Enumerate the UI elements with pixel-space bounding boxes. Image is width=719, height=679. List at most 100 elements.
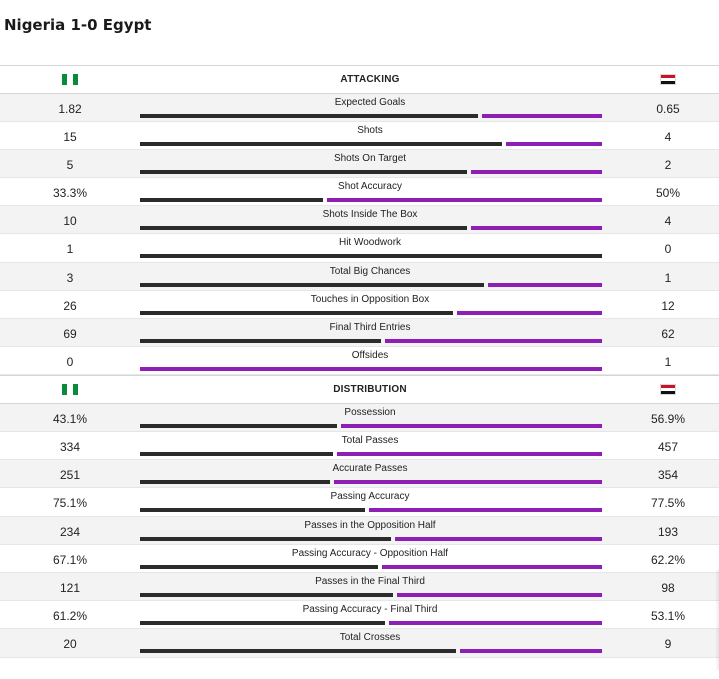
stat-label: Total Crosses bbox=[339, 632, 401, 644]
home-bar bbox=[140, 452, 334, 457]
away-bar bbox=[140, 367, 602, 372]
home-value: 251 bbox=[59, 468, 81, 483]
home-value: 3 bbox=[66, 270, 74, 285]
away-bar bbox=[394, 536, 602, 541]
home-value: 0 bbox=[66, 355, 74, 370]
stat-label: Shot Accuracy bbox=[338, 181, 402, 193]
away-value: 2 bbox=[664, 157, 672, 172]
away-value: 9 bbox=[664, 637, 672, 652]
away-value: 98 bbox=[661, 581, 675, 595]
home-bar bbox=[140, 310, 454, 315]
stat-row: 75.1% Passing Accuracy 77.5% bbox=[0, 488, 719, 517]
home-bar bbox=[140, 198, 324, 203]
stat-label: Offsides bbox=[351, 350, 389, 362]
away-bar bbox=[471, 169, 602, 174]
home-value: 1 bbox=[66, 242, 74, 257]
away-bar bbox=[334, 480, 602, 485]
away-bar bbox=[337, 452, 602, 457]
stat-row: 234 Passes in the Opposition Half 193 bbox=[0, 516, 719, 545]
home-bar bbox=[140, 423, 338, 428]
home-bar bbox=[140, 113, 478, 118]
stat-row: 69 Final Third Entries 62 bbox=[0, 319, 719, 348]
home-bar bbox=[140, 564, 378, 569]
home-bar bbox=[140, 536, 391, 541]
home-bar bbox=[140, 282, 484, 287]
stat-label: Passing Accuracy bbox=[330, 491, 410, 503]
stat-label: Shots Inside The Box bbox=[322, 209, 418, 221]
away-bar bbox=[385, 339, 602, 343]
home-bar bbox=[140, 649, 457, 654]
stat-label: Shots bbox=[357, 124, 383, 136]
stat-label: Total Passes bbox=[341, 435, 399, 447]
away-value: 62.2% bbox=[650, 552, 686, 567]
home-bar bbox=[140, 254, 602, 259]
home-value: 33.3% bbox=[52, 186, 88, 201]
away-bar bbox=[341, 423, 602, 428]
stat-row: 15 Shots 4 bbox=[0, 122, 719, 150]
away-bar bbox=[397, 593, 602, 597]
away-bar bbox=[505, 141, 602, 146]
away-bar bbox=[481, 113, 602, 118]
home-bar bbox=[140, 508, 366, 513]
away-value: 354 bbox=[657, 468, 679, 483]
match-title: Nigeria 1-0 Egypt bbox=[4, 16, 152, 34]
home-value: 69 bbox=[63, 327, 77, 341]
home-bar bbox=[140, 480, 331, 485]
away-value: 56.9% bbox=[650, 411, 686, 426]
nigeria-flag-icon bbox=[62, 384, 78, 396]
away-bar bbox=[369, 508, 602, 513]
away-value: 1 bbox=[664, 270, 672, 285]
stat-row: 61.2% Passing Accuracy - Final Third 53.1% bbox=[0, 601, 719, 630]
away-bar bbox=[471, 226, 602, 231]
away-bar bbox=[457, 310, 602, 315]
home-bar bbox=[140, 621, 386, 626]
home-bar bbox=[140, 169, 467, 174]
away-value: 50% bbox=[655, 186, 681, 201]
stat-label: Touches in Opposition Box bbox=[310, 293, 430, 305]
home-value: 75.1% bbox=[52, 496, 88, 511]
stat-row: 10 Shots Inside The Box 4 bbox=[0, 206, 719, 235]
stat-label: Accurate Passes bbox=[332, 463, 408, 475]
away-value: 193 bbox=[657, 524, 679, 539]
away-value: 0.65 bbox=[656, 101, 680, 116]
home-value: 234 bbox=[59, 524, 81, 539]
stat-label: Passing Accuracy - Opposition Half bbox=[291, 547, 449, 559]
away-value: 4 bbox=[664, 214, 672, 229]
home-value: 61.2% bbox=[52, 609, 88, 624]
stat-label: Hit Woodwork bbox=[338, 237, 402, 249]
section-header-attacking: ATTACKING bbox=[0, 65, 719, 94]
stat-row: 334 Total Passes 457 bbox=[0, 432, 719, 461]
stat-label: Shots On Target bbox=[333, 152, 407, 164]
home-bar bbox=[140, 226, 467, 231]
stat-row: 1 Hit Woodwork 0 bbox=[0, 234, 719, 263]
stat-row: 251 Accurate Passes 354 bbox=[0, 460, 719, 489]
stat-row: 43.1% Possession 56.9% bbox=[0, 403, 719, 433]
stat-row: 1.82 Expected Goals 0.65 bbox=[0, 93, 719, 122]
home-value: 10 bbox=[63, 214, 77, 229]
nigeria-flag-icon bbox=[62, 74, 78, 85]
stat-label: Possession bbox=[344, 406, 396, 418]
stat-label: Passing Accuracy - Final Third bbox=[302, 604, 438, 616]
away-value: 1 bbox=[664, 355, 672, 370]
away-value: 457 bbox=[657, 440, 679, 455]
stat-label: Passes in the Opposition Half bbox=[304, 519, 436, 531]
stat-row: 5 Shots On Target 2 bbox=[0, 149, 719, 179]
away-value: 4 bbox=[664, 129, 672, 144]
home-value: 5 bbox=[66, 157, 74, 172]
away-value: 0 bbox=[664, 242, 672, 257]
away-bar bbox=[487, 282, 602, 287]
stat-row: 20 Total Crosses 9 bbox=[0, 629, 719, 658]
away-value: 12 bbox=[661, 298, 675, 313]
section-title: ATTACKING bbox=[340, 74, 400, 85]
stat-row: 3 Total Big Chances 1 bbox=[0, 262, 719, 291]
away-bar bbox=[381, 564, 602, 569]
scroll-edge bbox=[715, 570, 719, 670]
home-value: 15 bbox=[63, 129, 77, 144]
away-value: 62 bbox=[661, 327, 675, 341]
stat-label: Expected Goals bbox=[334, 96, 406, 108]
home-value: 334 bbox=[59, 440, 81, 455]
stat-row: 33.3% Shot Accuracy 50% bbox=[0, 178, 719, 207]
away-bar bbox=[460, 649, 602, 654]
stat-row: 121 Passes in the Final Third 98 bbox=[0, 573, 719, 602]
home-value: 26 bbox=[63, 298, 77, 313]
